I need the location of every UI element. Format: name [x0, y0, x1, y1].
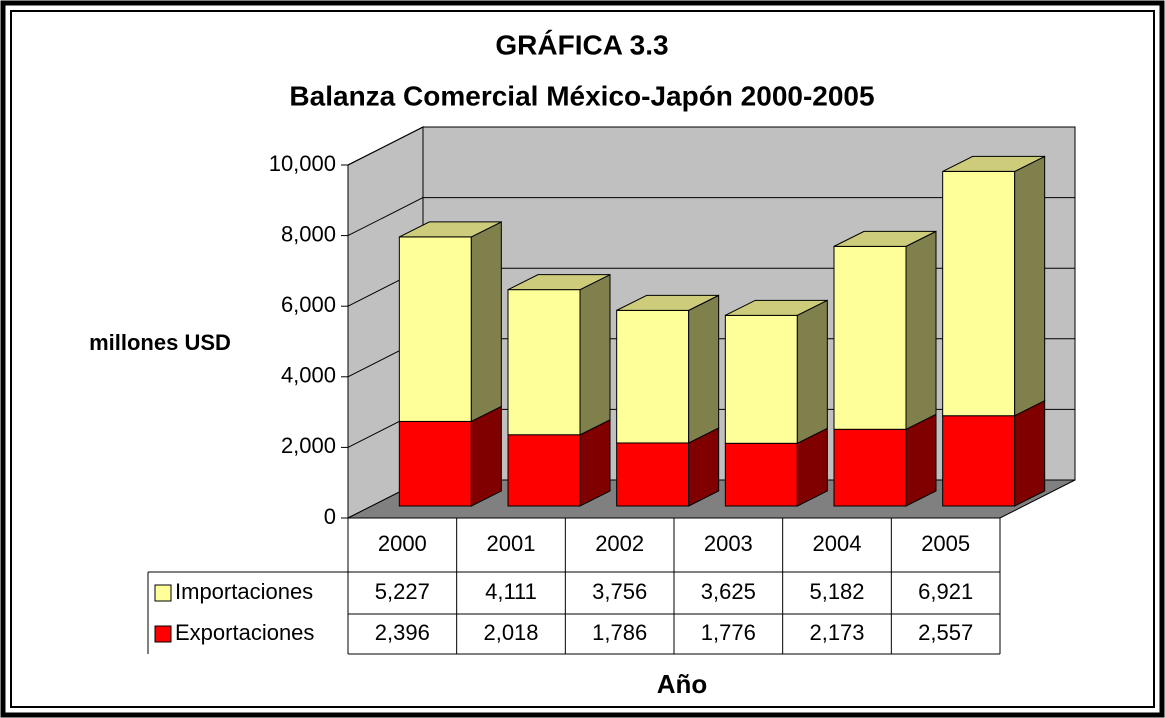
grid-line [347, 126, 424, 166]
bar-top [942, 155, 1045, 172]
table-value: 2,018 [483, 620, 538, 645]
legend-swatch [154, 625, 172, 643]
bar-side [470, 221, 502, 423]
bar-side [688, 294, 720, 444]
y-axis-label: millones USD [89, 330, 231, 355]
bar-side [579, 273, 611, 436]
table-value: 5,182 [809, 579, 864, 604]
legend-label: Exportaciones [175, 620, 314, 645]
bar-side [905, 230, 937, 431]
y-tick-label: 0 [324, 504, 336, 529]
bar-top [725, 299, 828, 316]
bar [398, 420, 472, 507]
x-tick-label: 2002 [595, 531, 644, 556]
table-value: 2,557 [918, 620, 973, 645]
table-value: 5,227 [375, 579, 430, 604]
y-tick-label: 4,000 [281, 363, 336, 388]
legend-swatch [154, 584, 172, 602]
table-value: 4,111 [485, 579, 537, 604]
y-tick-label: 6,000 [281, 292, 336, 317]
bar-top [399, 221, 502, 238]
bar [942, 170, 1016, 417]
bar [616, 309, 690, 444]
chart-title: GRÁFICA 3.3 [495, 29, 668, 60]
table-value: 2,396 [375, 620, 430, 645]
chart-subtitle: Balanza Comercial México-Japón 2000-2005 [289, 80, 874, 111]
bar [724, 314, 798, 444]
bar [942, 415, 1016, 507]
inner-border [10, 10, 1155, 708]
bar-side [796, 299, 828, 445]
bar-top [616, 294, 719, 311]
legend-label: Importaciones [175, 579, 313, 604]
bar [398, 236, 472, 422]
grid-line [347, 197, 424, 237]
bar-side [470, 405, 502, 507]
x-axis-label: Año [657, 669, 708, 699]
table-value: 2,173 [809, 620, 864, 645]
x-tick-label: 2001 [487, 531, 536, 556]
y-tick-label: 2,000 [281, 433, 336, 458]
table-value: 3,756 [592, 579, 647, 604]
x-tick-label: 2005 [921, 531, 970, 556]
table-value: 6,921 [918, 579, 973, 604]
bar-top [833, 230, 937, 247]
bar-side [905, 413, 937, 507]
bar [833, 245, 907, 430]
x-tick-label: 2003 [704, 531, 753, 556]
bar [507, 289, 581, 436]
bar [724, 442, 798, 507]
bar [616, 442, 690, 507]
y-tick-label: 8,000 [281, 221, 336, 246]
bar-side [1014, 155, 1046, 417]
bar-side [1014, 399, 1046, 507]
y-tick-label: 10,000 [269, 151, 336, 176]
x-tick-label: 2000 [378, 531, 427, 556]
table-value: 3,625 [701, 579, 756, 604]
table-value: 1,786 [592, 620, 647, 645]
bar [833, 428, 907, 507]
table-value: 1,776 [701, 620, 756, 645]
x-tick-label: 2004 [813, 531, 862, 556]
bar [507, 434, 581, 507]
bar-top [507, 274, 611, 291]
